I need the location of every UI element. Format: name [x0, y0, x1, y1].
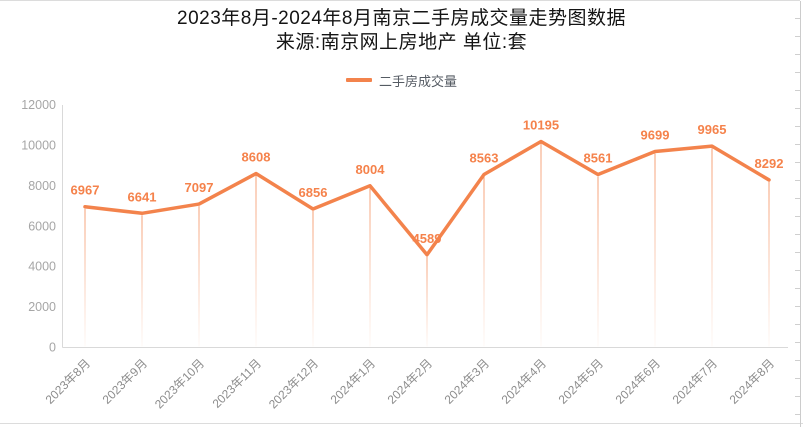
series-line — [83, 139, 771, 257]
data-point-label: 6641 — [128, 189, 157, 204]
x-tick-label: 2024年3月 — [442, 356, 492, 406]
x-tick-label: 2024年7月 — [670, 356, 720, 406]
data-point-label: 10195 — [523, 117, 559, 132]
y-tick-label: 4000 — [28, 260, 56, 274]
data-point-label: 6856 — [299, 185, 328, 200]
x-tick-label: 2024年6月 — [613, 356, 663, 406]
y-tick-label: 10000 — [21, 138, 56, 152]
x-tick-label: 2024年4月 — [499, 356, 549, 406]
data-point-label: 8292 — [755, 156, 784, 171]
frame-top-border — [0, 0, 800, 1]
chart-title: 2023年8月-2024年8月南京二手房成交量走势图数据 — [177, 8, 626, 29]
legend-label: 二手房成交量 — [378, 73, 457, 89]
y-tick-label: 8000 — [28, 179, 56, 193]
x-tick-label: 2023年12月 — [266, 356, 321, 411]
data-point-label: 8004 — [356, 162, 386, 177]
data-point-label: 9699 — [641, 127, 670, 142]
data-point-label: 9965 — [698, 122, 727, 137]
x-tick-label: 2024年2月 — [385, 356, 435, 406]
data-point-label: 6967 — [71, 183, 100, 198]
data-point-label: 8561 — [584, 150, 613, 165]
legend[interactable]: 二手房成交量 — [0, 72, 803, 89]
data-point-label: 8563 — [470, 150, 499, 165]
data-point-label: 7097 — [185, 180, 214, 195]
y-tick-label: 12000 — [21, 98, 56, 112]
y-tick-label: 6000 — [28, 219, 56, 233]
chart-subtitle: 来源:南京网上房地产 单位:套 — [275, 32, 528, 53]
right-edge-ticks-ruler — [795, 1, 801, 427]
data-point-label: 4589 — [413, 231, 442, 246]
x-tick-label: 2023年8月 — [43, 356, 93, 406]
x-tick-label: 2024年5月 — [556, 356, 606, 406]
x-tick-label: 2023年10月 — [152, 356, 207, 411]
x-tick-label: 2023年11月 — [210, 356, 265, 411]
x-tick-label: 2024年8月 — [727, 356, 777, 406]
data-point-label: 8608 — [242, 150, 271, 165]
y-tick-label: 2000 — [28, 300, 56, 314]
frame-bottom-border — [0, 423, 803, 424]
title-block: 2023年8月-2024年8月南京二手房成交量走势图数据 来源:南京网上房地产 … — [0, 7, 803, 55]
y-tick-label: 0 — [49, 341, 56, 355]
legend-line-icon — [345, 78, 372, 82]
x-tick-label: 2024年1月 — [328, 356, 378, 406]
x-tick-label: 2023年9月 — [100, 356, 150, 406]
